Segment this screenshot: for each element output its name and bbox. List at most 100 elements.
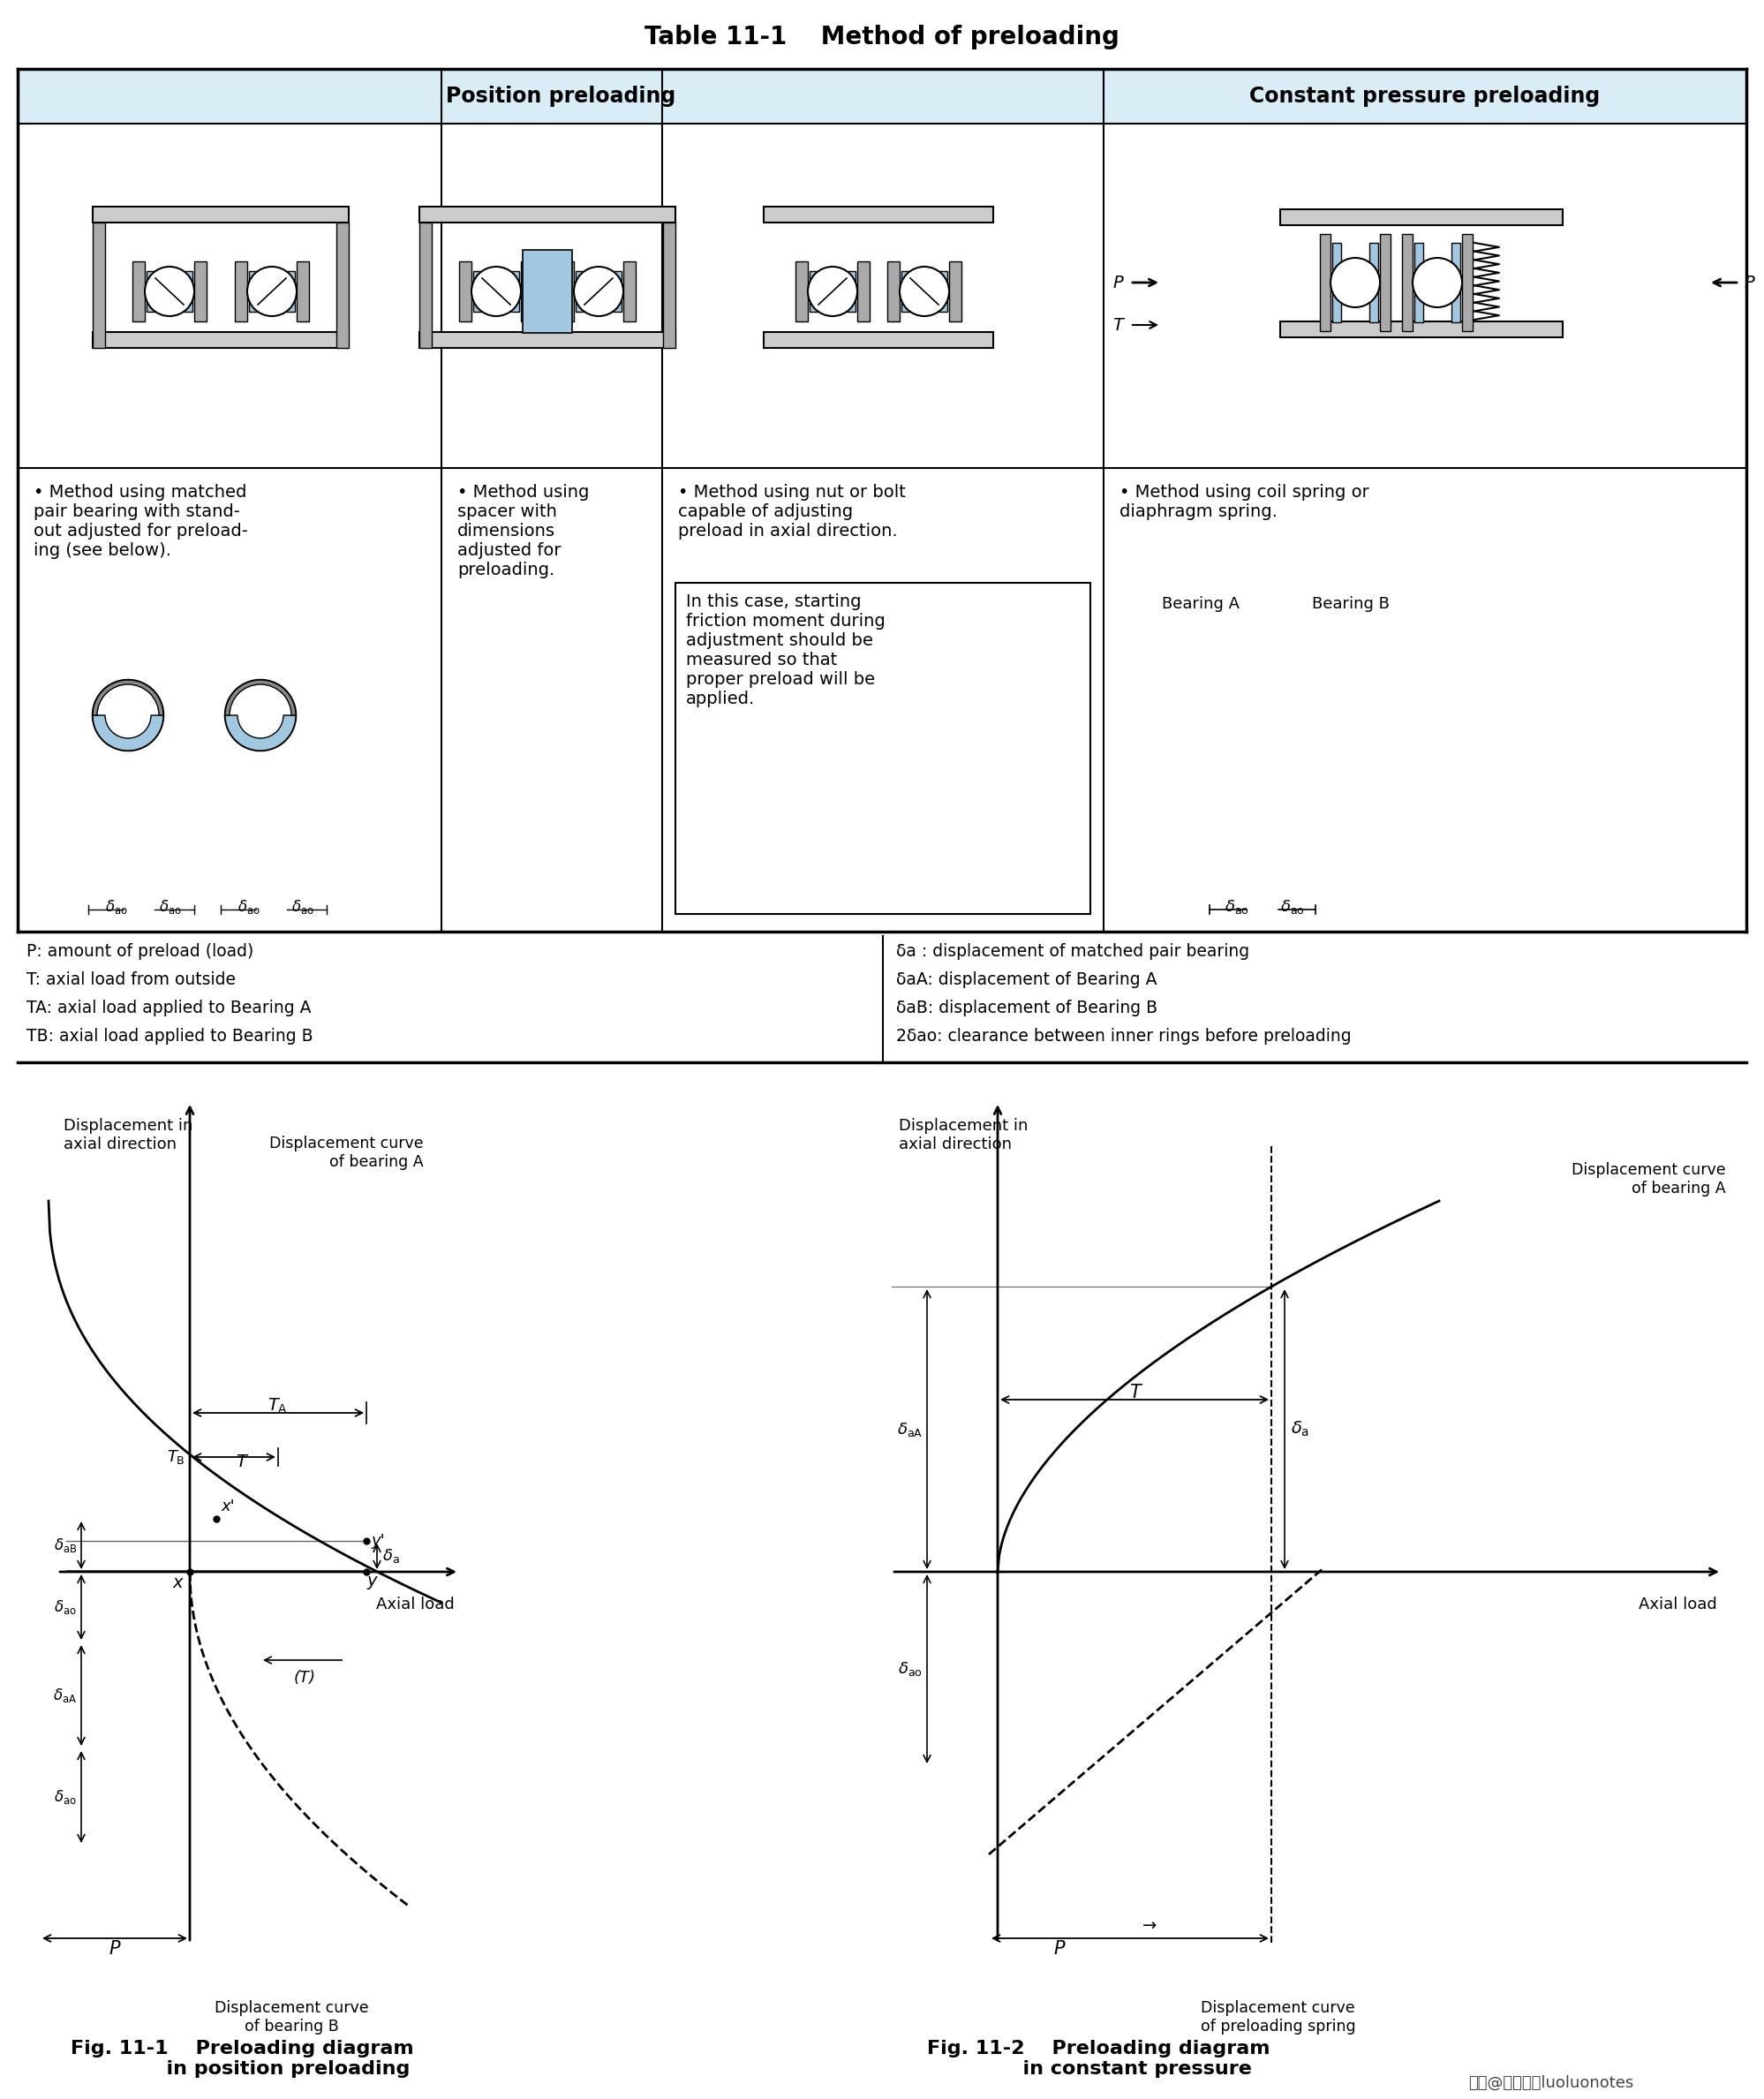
Text: $\delta_\mathrm{ao}$: $\delta_\mathrm{ao}$ <box>55 1597 78 1616</box>
Bar <box>901 271 910 313</box>
Bar <box>420 206 676 222</box>
Bar <box>1369 243 1378 323</box>
Text: Fig. 11-2    Preloading diagram
              in constant pressure: Fig. 11-2 Preloading diagram in constant… <box>926 2040 1270 2078</box>
Text: • Method using nut or bolt
capable of adjusting
preload in axial direction.: • Method using nut or bolt capable of ad… <box>677 485 905 539</box>
Bar <box>857 260 870 321</box>
Bar <box>847 271 856 313</box>
Bar <box>1461 233 1471 332</box>
Text: P: P <box>1053 1939 1064 1958</box>
Bar <box>420 222 432 348</box>
Circle shape <box>573 267 623 317</box>
Text: $\delta_\mathrm{ao}$: $\delta_\mathrm{ao}$ <box>898 1660 923 1677</box>
Circle shape <box>471 267 520 317</box>
Bar <box>561 260 573 321</box>
Text: P: P <box>109 1939 120 1958</box>
Circle shape <box>900 267 949 317</box>
Bar <box>676 584 1090 913</box>
Text: $T$: $T$ <box>236 1453 249 1469</box>
Bar <box>612 271 621 313</box>
Text: P: amount of preload (load): P: amount of preload (load) <box>26 942 254 959</box>
Bar <box>235 260 247 321</box>
Text: T: T <box>1111 317 1122 334</box>
Bar <box>1279 210 1561 225</box>
Text: Displacement curve
of bearing A: Displacement curve of bearing A <box>1572 1163 1725 1196</box>
Bar <box>1102 69 1745 124</box>
Text: δaB: displacement of Bearing B: δaB: displacement of Bearing B <box>896 999 1157 1016</box>
Bar <box>337 222 349 348</box>
Bar <box>510 271 519 313</box>
Bar <box>1379 233 1390 332</box>
Bar <box>132 260 145 321</box>
Bar <box>887 260 900 321</box>
Text: (T): (T) <box>293 1671 316 1685</box>
Text: • Method using coil spring or
diaphragm spring.: • Method using coil spring or diaphragm … <box>1118 485 1369 521</box>
Bar <box>764 332 993 348</box>
Text: 头条@罗罗日记luoluonotes: 头条@罗罗日记luoluonotes <box>1468 2076 1632 2091</box>
Text: Constant pressure preloading: Constant pressure preloading <box>1249 86 1600 107</box>
Bar <box>663 222 676 348</box>
Text: y: y <box>367 1572 376 1589</box>
Text: δaA: displacement of Bearing A: δaA: displacement of Bearing A <box>896 972 1157 989</box>
Text: $\delta_\mathrm{ao}$: $\delta_\mathrm{ao}$ <box>55 1788 78 1805</box>
Text: $\delta_\mathrm{ao}$: $\delta_\mathrm{ao}$ <box>159 898 182 915</box>
Text: Axial load: Axial load <box>1639 1597 1716 1612</box>
Text: Bearing B: Bearing B <box>1311 596 1388 613</box>
Bar <box>1413 243 1422 323</box>
Text: In this case, starting
friction moment during
adjustment should be
measured so t: In this case, starting friction moment d… <box>686 594 886 707</box>
Text: P: P <box>1743 275 1753 292</box>
Text: Displacement in
axial direction: Displacement in axial direction <box>64 1119 192 1152</box>
Text: $\delta_\mathrm{a}$: $\delta_\mathrm{a}$ <box>383 1547 399 1566</box>
Bar <box>183 271 192 313</box>
Text: $\delta_\mathrm{aA}$: $\delta_\mathrm{aA}$ <box>53 1688 78 1704</box>
Bar <box>1332 243 1341 323</box>
Text: TB: axial load applied to Bearing B: TB: axial load applied to Bearing B <box>26 1029 312 1045</box>
Text: $\delta_\mathrm{ao}$: $\delta_\mathrm{ao}$ <box>1279 898 1304 915</box>
Text: Displacement curve
of bearing B: Displacement curve of bearing B <box>213 2000 369 2034</box>
Wedge shape <box>93 680 164 716</box>
Text: y': y' <box>370 1532 385 1549</box>
Text: $\delta_\mathrm{ao}$: $\delta_\mathrm{ao}$ <box>106 898 129 915</box>
Text: TA: axial load applied to Bearing A: TA: axial load applied to Bearing A <box>26 999 310 1016</box>
Text: P: P <box>1111 275 1122 292</box>
Bar <box>459 260 471 321</box>
Bar <box>286 271 295 313</box>
Bar <box>520 260 533 321</box>
Circle shape <box>93 680 164 751</box>
Bar <box>522 250 572 334</box>
Bar <box>1319 233 1330 332</box>
Text: Bearing A: Bearing A <box>1161 596 1238 613</box>
Text: δa : displacement of matched pair bearing: δa : displacement of matched pair bearin… <box>896 942 1249 959</box>
Wedge shape <box>226 680 296 716</box>
Bar <box>296 260 309 321</box>
Text: Displacement curve
of preloading spring: Displacement curve of preloading spring <box>1200 2000 1355 2034</box>
Text: $T_\mathrm{B}$: $T_\mathrm{B}$ <box>168 1448 185 1465</box>
Text: Displacement curve
of bearing A: Displacement curve of bearing A <box>270 1136 423 1169</box>
Text: 2δao: clearance between inner rings before preloading: 2δao: clearance between inner rings befo… <box>896 1029 1351 1045</box>
Circle shape <box>145 267 194 317</box>
Text: $\rightarrow$: $\rightarrow$ <box>1138 1916 1157 1933</box>
Bar <box>1279 321 1561 338</box>
Bar <box>249 271 258 313</box>
Text: $\delta_\mathrm{a}$: $\delta_\mathrm{a}$ <box>1289 1419 1309 1438</box>
Bar <box>93 222 106 348</box>
Bar <box>146 271 155 313</box>
Text: x': x' <box>220 1499 235 1513</box>
Circle shape <box>226 680 296 751</box>
Bar <box>18 69 1102 124</box>
Bar <box>938 271 947 313</box>
Bar <box>764 206 993 222</box>
Circle shape <box>1330 258 1379 306</box>
Text: x: x <box>173 1574 183 1591</box>
Bar <box>1450 243 1459 323</box>
Text: $\delta_\mathrm{aB}$: $\delta_\mathrm{aB}$ <box>53 1536 78 1553</box>
Text: Position preloading: Position preloading <box>446 86 676 107</box>
Bar <box>93 332 349 348</box>
Bar <box>1401 233 1411 332</box>
Wedge shape <box>226 716 296 751</box>
Bar <box>473 271 482 313</box>
Text: Displacement in
axial direction: Displacement in axial direction <box>898 1119 1027 1152</box>
Text: T: axial load from outside: T: axial load from outside <box>26 972 236 989</box>
Bar <box>93 206 349 222</box>
Bar <box>810 271 818 313</box>
Text: $\delta_\mathrm{ao}$: $\delta_\mathrm{ao}$ <box>1224 898 1249 915</box>
